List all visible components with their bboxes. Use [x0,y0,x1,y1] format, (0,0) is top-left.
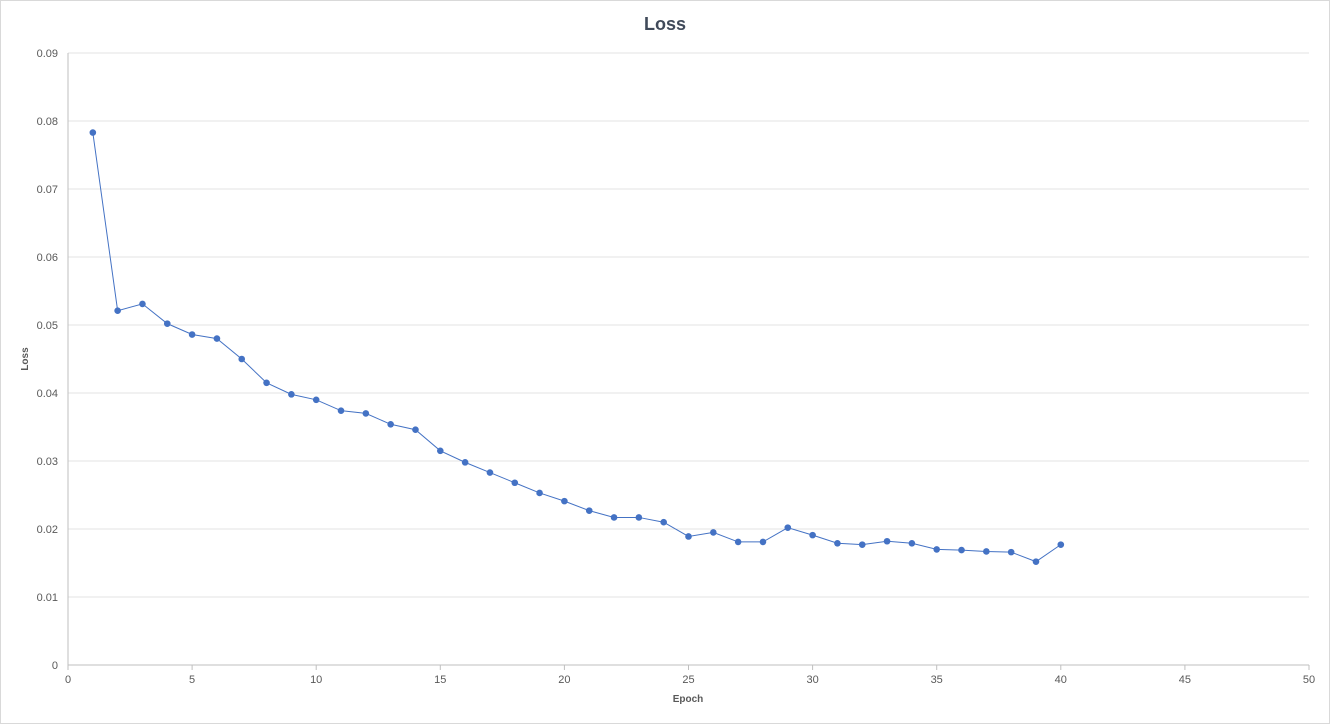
data-point [1007,548,1015,556]
y-axis-title: Loss [20,347,31,371]
x-tick-label: 35 [931,674,943,686]
data-point [288,391,295,398]
data-point [858,541,866,548]
data-point [163,320,171,327]
data-point [114,307,121,315]
x-tick-label: 20 [558,674,570,686]
series-loss [89,129,1065,565]
data-point [188,331,196,338]
y-tick-label: 0.01 [37,592,58,604]
data-point [585,507,593,514]
x-axis-title: Epoch [673,694,704,705]
gridlines [68,52,1309,598]
data-point [536,489,543,497]
x-tick-label: 10 [310,674,322,686]
y-tick-labels: 0 0.01 0.02 0.03 0.04 0.05 0.06 0.07 0.08 0.09 [37,48,58,672]
data-point [362,410,370,417]
data-point [958,546,965,554]
data-point [1032,558,1040,565]
x-tick-label: 0 [65,674,71,686]
data-point [834,539,841,547]
x-tick-label: 40 [1055,674,1067,686]
x-tick-label: 15 [434,674,446,686]
data-point [685,533,692,540]
x-tick-label: 30 [806,674,818,686]
data-point [387,420,394,428]
data-point [759,538,767,546]
data-point [412,426,419,434]
data-point [1057,541,1065,548]
x-tick-label: 50 [1303,674,1315,686]
y-tick-label: 0.04 [37,388,58,400]
data-point [238,355,246,363]
data-point [933,546,940,553]
data-point [710,529,717,536]
data-point [635,514,643,521]
series-line [92,132,1062,563]
y-tick-label: 0.09 [37,48,58,60]
data-point [809,531,816,539]
y-tick-label: 0.03 [37,456,58,468]
x-tick-label: 5 [189,674,195,686]
data-point [784,524,792,531]
data-point [437,447,444,455]
data-point [89,129,97,136]
data-point [908,539,916,547]
data-point [660,518,667,526]
x-tick-labels: 0 5 10 15 20 25 30 35 40 45 50 [65,674,1315,686]
data-point [486,469,494,476]
data-point [983,548,990,555]
data-point [883,537,891,545]
data-point [610,514,618,521]
data-point [511,479,519,487]
data-point [734,538,742,546]
data-point [337,407,345,414]
y-tick-label: 0.07 [37,184,58,196]
y-tick-label: 0.02 [37,524,58,536]
data-point [213,335,221,342]
axes [67,53,1310,670]
data-point [312,396,320,404]
data-point [461,459,469,466]
data-point [139,300,146,308]
data-point [263,379,270,387]
x-tick-label: 45 [1179,674,1191,686]
y-tick-label: 0.08 [37,116,58,128]
y-tick-label: 0.05 [37,320,58,332]
chart-title: Loss [644,14,686,34]
data-point [561,497,568,505]
y-tick-label: 0.06 [37,252,58,264]
x-tick-label: 25 [682,674,694,686]
y-tick-label: 0 [52,660,58,672]
